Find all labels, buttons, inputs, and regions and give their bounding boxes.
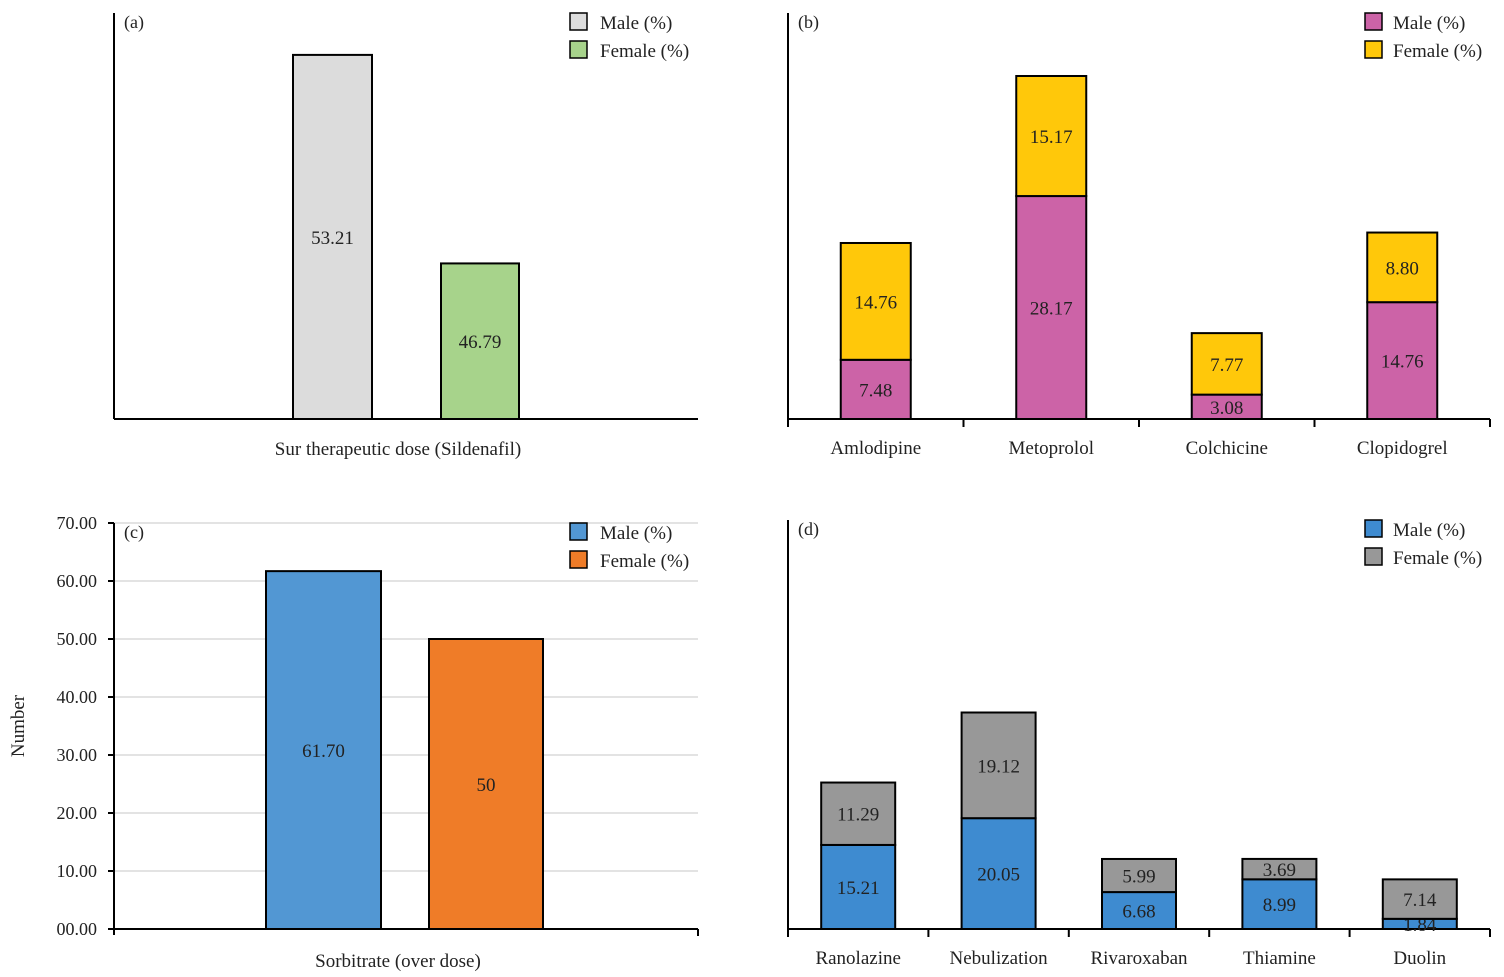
data-label: 5.99 — [1122, 867, 1155, 888]
panel-label: (c) — [124, 522, 144, 543]
x-tick-label: Colchicine — [1186, 438, 1268, 459]
bar-segment-male — [1366, 301, 1439, 421]
bar-male — [265, 570, 382, 930]
y-tick-label: 30.00 — [57, 745, 98, 765]
x-axis-label: Sur therapeutic dose (Sildenafil) — [275, 439, 521, 460]
data-label: 15.21 — [837, 878, 880, 899]
data-label: 6.68 — [1122, 902, 1155, 923]
data-label: 14.76 — [854, 292, 897, 313]
data-label: 14.76 — [1381, 352, 1424, 373]
panel-d: (d) 15.21 11.29 Ranolazine 20.05 19.12 Nebuliz… — [787, 519, 1491, 969]
y-tick-label: 20.00 — [57, 803, 98, 823]
legend-label: Female (%) — [1393, 41, 1482, 62]
data-label: 19.12 — [977, 756, 1020, 777]
legend-swatch — [569, 522, 588, 541]
data-label: 28.17 — [1030, 299, 1073, 320]
bar-segment-female — [1381, 878, 1458, 920]
data-label: 1.84 — [1403, 915, 1437, 936]
bar-segment-female — [1190, 332, 1263, 396]
legend-swatch — [1364, 40, 1383, 59]
y-tick-label: 40.00 — [57, 687, 98, 707]
panel-label: (b) — [798, 12, 819, 33]
legend-label: Male (%) — [1393, 13, 1465, 34]
legend-label: Male (%) — [600, 13, 672, 34]
bar-segment-female — [1101, 857, 1177, 894]
data-label: 8.80 — [1386, 258, 1419, 279]
legend-label: Male (%) — [600, 523, 672, 544]
bar-segment-female — [960, 711, 1037, 820]
x-tick-label: Amlodipine — [830, 438, 921, 459]
data-label: 7.77 — [1210, 355, 1243, 376]
y-tick-label: 70.00 — [57, 513, 98, 533]
panel-label: (a) — [124, 12, 144, 33]
bar-segment-female — [1015, 74, 1088, 198]
x-tick-label: Thiamine — [1243, 948, 1316, 969]
data-label: 61.70 — [302, 741, 345, 762]
y-tick-label: 10.00 — [57, 861, 98, 881]
data-label: 3.08 — [1210, 398, 1243, 419]
x-tick-label: Nebulization — [950, 948, 1049, 969]
bar-female — [440, 262, 520, 420]
data-label: 7.14 — [1403, 890, 1437, 911]
bar-segment-male — [960, 817, 1037, 930]
bar-segment-female — [839, 241, 912, 361]
legend-swatch — [1364, 12, 1383, 31]
legend-label: Female (%) — [600, 41, 689, 62]
y-axis-label: Number — [8, 694, 29, 757]
bar-female — [428, 638, 544, 930]
data-label: 8.99 — [1263, 895, 1296, 916]
data-label: 7.48 — [859, 380, 892, 401]
legend-label: Female (%) — [1393, 548, 1482, 569]
panel-a: (a) 53.21 46.79 Sur therapeutic dose (Silde… — [113, 12, 698, 460]
bar-segment-male — [1241, 878, 1318, 930]
panel-b: (b) 7.48 14.76 Amlodipine 28.17 15.17 Metoprol… — [787, 12, 1491, 459]
legend-swatch — [1364, 547, 1383, 566]
x-tick-label: Rivaroxaban — [1090, 948, 1188, 969]
bar-segment-female — [1366, 231, 1439, 304]
panel-c: 00.00 10.00 20.00 30.00 40.00 50.00 60.00 70.00… — [8, 513, 699, 972]
panel-label: (d) — [798, 519, 819, 540]
x-tick-label: Duolin — [1393, 948, 1446, 969]
legend-label: Male (%) — [1393, 520, 1465, 541]
data-label: 3.69 — [1263, 860, 1296, 881]
legend-swatch — [569, 550, 588, 569]
bar-segment-female — [1241, 857, 1318, 881]
data-label: 53.21 — [311, 228, 354, 249]
data-label: 50 — [477, 775, 496, 796]
x-tick-label: Clopidogrel — [1357, 438, 1448, 459]
y-tick-label: 60.00 — [57, 571, 98, 591]
legend-label: Female (%) — [600, 551, 689, 572]
data-label: 11.29 — [837, 805, 879, 826]
bar-segment-male — [820, 843, 897, 930]
x-tick-label: Ranolazine — [815, 948, 900, 969]
bar-male — [292, 53, 373, 420]
legend-swatch — [569, 40, 588, 59]
x-axis-label: Sorbitrate (over dose) — [315, 951, 481, 972]
x-tick-label: Metoprolol — [1009, 438, 1095, 459]
legend-swatch — [569, 12, 588, 31]
data-label: 46.79 — [459, 332, 502, 353]
legend-swatch — [1364, 519, 1383, 538]
data-label: 20.05 — [977, 865, 1020, 886]
y-tick-label: 50.00 — [57, 629, 98, 649]
data-label: 15.17 — [1030, 127, 1073, 148]
bar-segment-female — [820, 781, 897, 846]
y-tick-label: 00.00 — [57, 919, 98, 939]
